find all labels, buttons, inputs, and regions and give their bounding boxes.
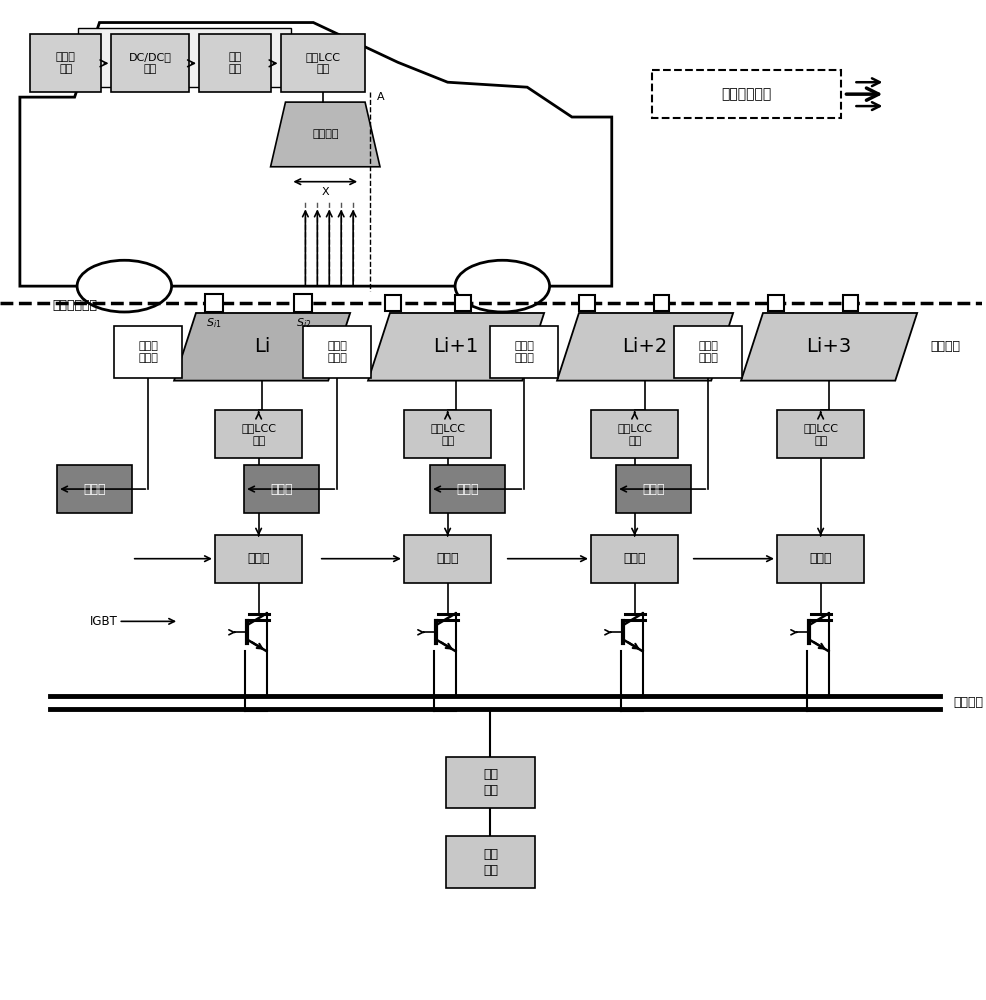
Bar [651,70,840,118]
Bar [215,410,302,458]
Bar [615,465,690,513]
Bar [579,295,595,311]
Polygon shape [556,313,733,381]
Bar [244,465,318,513]
Text: 整流
电路: 整流 电路 [482,768,497,797]
Text: IGBT: IGBT [90,615,117,628]
Bar [57,465,132,513]
Bar [653,295,669,311]
Bar [591,410,677,458]
Text: 控制器: 控制器 [270,483,293,496]
Bar [430,465,504,513]
Bar [446,757,534,808]
Text: 车辆位
置信息: 车辆位 置信息 [514,341,533,363]
Text: A: A [377,92,385,102]
Polygon shape [20,23,611,286]
Bar [215,535,302,583]
Bar [199,34,270,92]
Bar [280,34,365,92]
Text: 控制器: 控制器 [642,483,665,496]
Text: Li+2: Li+2 [622,337,668,356]
Text: 车辆位
置信息: 车辆位 置信息 [138,341,158,363]
Bar [776,535,864,583]
Text: 原边LCC
电路: 原边LCC 电路 [430,423,464,446]
Text: 原边LCC
电路: 原边LCC 电路 [803,423,837,446]
Bar [591,535,677,583]
Text: 接收线圈: 接收线圈 [312,129,338,139]
Ellipse shape [455,260,549,312]
Text: X: X [321,187,328,197]
Bar [30,34,102,92]
Polygon shape [174,313,350,381]
Bar [303,326,371,378]
Text: 控制器: 控制器 [83,483,106,496]
Bar [767,295,783,311]
Text: 逆变器: 逆变器 [623,552,645,565]
Text: 逆变器: 逆变器 [436,552,458,565]
Text: 交流
电网: 交流 电网 [482,848,497,877]
Text: Li+1: Li+1 [433,337,478,356]
Text: 车辆行进方向: 车辆行进方向 [720,87,770,101]
Bar [294,294,312,312]
Text: 原边LCC
电路: 原边LCC 电路 [241,423,276,446]
Text: 副边LCC
电路: 副边LCC 电路 [305,52,340,75]
Text: Li: Li [253,337,270,356]
Bar [455,295,470,311]
Bar [446,836,534,888]
Bar [78,28,291,87]
Text: 车辆位
置信息: 车辆位 置信息 [327,341,347,363]
Text: Li+3: Li+3 [806,337,851,356]
Bar [490,326,557,378]
Bar [111,34,188,92]
Text: 逆变器: 逆变器 [809,552,831,565]
Ellipse shape [77,260,172,312]
Text: 位置检测模块: 位置检测模块 [52,299,97,312]
Text: 直流母线: 直流母线 [952,696,982,709]
Bar [385,295,400,311]
Text: 原边LCC
电路: 原边LCC 电路 [616,423,652,446]
Text: 逆变器: 逆变器 [247,552,269,565]
Bar [673,326,741,378]
Bar [403,535,491,583]
Polygon shape [368,313,543,381]
Text: 整流
电路: 整流 电路 [228,52,242,75]
Text: 发射线圈: 发射线圈 [929,340,959,353]
Text: $S_{i1}$: $S_{i1}$ [206,316,222,330]
Bar [776,410,864,458]
Text: DC/DC交
换器: DC/DC交 换器 [128,52,172,75]
Bar [114,326,181,378]
Text: 车载电
池组: 车载电 池组 [55,52,76,75]
Polygon shape [270,102,380,167]
Bar [403,410,491,458]
Text: 控制器: 控制器 [456,483,478,496]
Polygon shape [740,313,916,381]
Bar [205,294,223,312]
Text: 车辆位
置信息: 车辆位 置信息 [698,341,718,363]
Bar [842,295,858,311]
Text: $S_{i2}$: $S_{i2}$ [296,316,311,330]
